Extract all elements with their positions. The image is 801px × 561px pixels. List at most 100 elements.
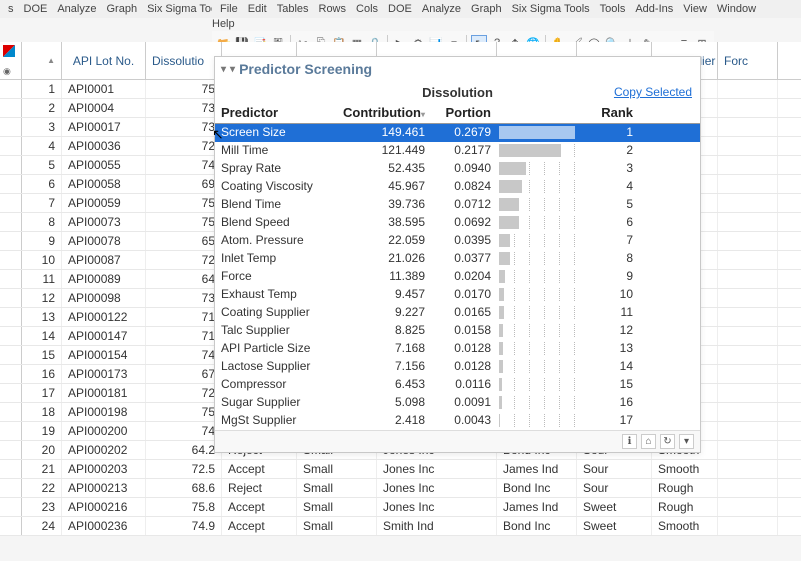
cell-dissolution[interactable]: 71: [146, 327, 222, 345]
row-marker[interactable]: [0, 99, 22, 117]
cell-e[interactable]: Sweet: [577, 517, 652, 535]
cell-e[interactable]: Sour: [577, 479, 652, 497]
cell-c[interactable]: Jones Inc: [377, 460, 497, 478]
menu-view[interactable]: View: [683, 3, 707, 15]
menu-analyze[interactable]: Analyze: [422, 3, 461, 15]
cell-force[interactable]: [718, 346, 778, 364]
menu-window[interactable]: Window: [717, 3, 756, 15]
predictor-row[interactable]: Coating Supplier9.2270.016511: [215, 304, 700, 322]
row-marker[interactable]: [0, 137, 22, 155]
cell-force[interactable]: [718, 194, 778, 212]
cell-b[interactable]: Small: [297, 517, 377, 535]
footer-menu-icon[interactable]: ▾: [679, 434, 694, 449]
table-row[interactable]: 24API00023674.9AcceptSmallSmith IndBond …: [0, 517, 801, 536]
predictor-row[interactable]: MgSt Supplier2.4180.004317: [215, 412, 700, 430]
disclose-icon[interactable]: ◉: [3, 66, 11, 77]
row-marker[interactable]: [0, 498, 22, 516]
disclosure-icon[interactable]: ▾: [221, 64, 226, 75]
cell-e[interactable]: Sour: [577, 460, 652, 478]
copy-selected-link[interactable]: Copy Selected: [614, 85, 692, 99]
cell-dissolution[interactable]: 68.6: [146, 479, 222, 497]
cell-api[interactable]: API00058: [62, 175, 146, 193]
col-predictor[interactable]: Predictor: [215, 102, 333, 123]
row-marker[interactable]: [0, 156, 22, 174]
row-marker[interactable]: [0, 403, 22, 421]
cell-a[interactable]: Accept: [222, 517, 297, 535]
col-portion[interactable]: Portion: [431, 102, 497, 123]
col-contribution[interactable]: Contribution▾: [333, 102, 431, 123]
cell-dissolution[interactable]: 75: [146, 213, 222, 231]
cell-api[interactable]: API000181: [62, 384, 146, 402]
cell-api[interactable]: API000236: [62, 517, 146, 535]
cell-b[interactable]: Small: [297, 479, 377, 497]
col-rank[interactable]: Rank: [579, 102, 639, 123]
cell-api[interactable]: API00078: [62, 232, 146, 250]
row-marker[interactable]: [0, 175, 22, 193]
cell-api[interactable]: API000147: [62, 327, 146, 345]
cell-force[interactable]: [718, 137, 778, 155]
predictor-row[interactable]: Blend Time39.7360.07125: [215, 196, 700, 214]
menu-item[interactable]: Graph: [106, 3, 137, 15]
cell-dissolution[interactable]: 73: [146, 118, 222, 136]
menu-graph[interactable]: Graph: [471, 3, 502, 15]
row-marker[interactable]: [0, 289, 22, 307]
cell-force[interactable]: [718, 498, 778, 516]
cell-api[interactable]: API000200: [62, 422, 146, 440]
col-api-lot[interactable]: API Lot No.: [62, 42, 146, 79]
menu-rows[interactable]: Rows: [319, 3, 347, 15]
menu-tools[interactable]: Tools: [600, 3, 626, 15]
cell-force[interactable]: [718, 327, 778, 345]
menu-item[interactable]: s: [8, 3, 14, 15]
cell-api[interactable]: API000213: [62, 479, 146, 497]
row-marker[interactable]: [0, 80, 22, 98]
cell-c[interactable]: Jones Inc: [377, 479, 497, 497]
cell-force[interactable]: [718, 251, 778, 269]
row-marker[interactable]: [0, 441, 22, 459]
cell-dissolution[interactable]: 72: [146, 137, 222, 155]
cell-talc[interactable]: Smooth: [652, 517, 718, 535]
row-marker[interactable]: [0, 517, 22, 535]
predictor-row[interactable]: Coating Viscosity45.9670.08244: [215, 178, 700, 196]
cell-force[interactable]: [718, 517, 778, 535]
row-marker[interactable]: [0, 213, 22, 231]
col-force[interactable]: Forc: [718, 42, 778, 79]
predictor-row[interactable]: Lactose Supplier7.1560.012814: [215, 358, 700, 376]
cell-api[interactable]: API0004: [62, 99, 146, 117]
cell-force[interactable]: [718, 422, 778, 440]
cell-force[interactable]: [718, 175, 778, 193]
predictor-row[interactable]: Atom. Pressure22.0590.03957: [215, 232, 700, 250]
cell-force[interactable]: [718, 270, 778, 288]
row-selector-header[interactable]: ◉: [0, 42, 22, 79]
cell-d[interactable]: Bond Inc: [497, 517, 577, 535]
footer-redo-icon[interactable]: ↻: [660, 434, 675, 449]
cell-api[interactable]: API00087: [62, 251, 146, 269]
predictor-row[interactable]: Inlet Temp21.0260.03778: [215, 250, 700, 268]
cell-force[interactable]: [718, 118, 778, 136]
disclosure-icon[interactable]: ▾: [230, 64, 235, 75]
cell-dissolution[interactable]: 64.2: [146, 441, 222, 459]
menu-help[interactable]: Help: [212, 16, 235, 32]
cell-force[interactable]: [718, 365, 778, 383]
cell-talc[interactable]: Smooth: [652, 460, 718, 478]
row-marker[interactable]: [0, 479, 22, 497]
menu-edit[interactable]: Edit: [248, 3, 267, 15]
menu-sixsigma[interactable]: Six Sigma Tools: [512, 3, 590, 15]
predictor-row[interactable]: Screen Size149.4610.26791: [215, 124, 700, 142]
row-marker[interactable]: [0, 232, 22, 250]
cell-a[interactable]: Reject: [222, 479, 297, 497]
cell-talc[interactable]: Rough: [652, 498, 718, 516]
cell-d[interactable]: James Ind: [497, 460, 577, 478]
footer-info-icon[interactable]: ℹ: [622, 434, 637, 449]
predictor-row[interactable]: API Particle Size7.1680.012813: [215, 340, 700, 358]
cell-dissolution[interactable]: 72: [146, 384, 222, 402]
predictor-row[interactable]: Mill Time121.4490.21772: [215, 142, 700, 160]
cell-dissolution[interactable]: 65: [146, 232, 222, 250]
predictor-row[interactable]: Blend Speed38.5950.06926: [215, 214, 700, 232]
cell-a[interactable]: Accept: [222, 460, 297, 478]
row-marker[interactable]: [0, 118, 22, 136]
cell-dissolution[interactable]: 75: [146, 80, 222, 98]
menu-addins[interactable]: Add-Ins: [635, 3, 673, 15]
cell-dissolution[interactable]: 74: [146, 346, 222, 364]
cell-d[interactable]: Bond Inc: [497, 479, 577, 497]
cell-dissolution[interactable]: 74: [146, 422, 222, 440]
